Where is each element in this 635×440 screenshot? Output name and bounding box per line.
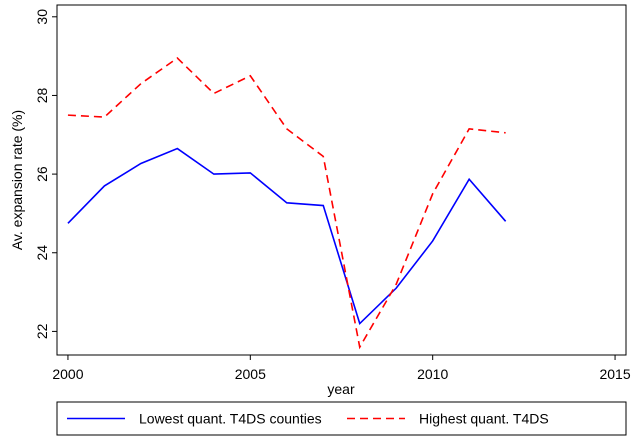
line-series bbox=[67, 57, 506, 350]
legend-label: Highest quant. T4DS bbox=[419, 411, 549, 427]
plot-frame bbox=[56, 4, 627, 356]
x-tick-label: 2010 bbox=[417, 366, 448, 382]
x-tick-label: 2000 bbox=[52, 366, 83, 382]
y-tick-label: 22 bbox=[34, 323, 50, 339]
legend-box bbox=[56, 401, 627, 436]
legend-label: Lowest quant. T4DS counties bbox=[139, 411, 322, 427]
y-tick-label: 24 bbox=[34, 245, 50, 261]
x-tick-label: 2005 bbox=[235, 366, 266, 382]
x-axis-title: year bbox=[327, 381, 355, 397]
line-series bbox=[67, 147, 507, 326]
y-axis-title: Av. expansion rate (%) bbox=[9, 110, 25, 250]
y-tick-label: 26 bbox=[34, 166, 50, 182]
y-tick-label: 30 bbox=[34, 9, 50, 25]
y-tick-label: 28 bbox=[34, 87, 50, 103]
x-tick-label: 2015 bbox=[599, 366, 630, 382]
